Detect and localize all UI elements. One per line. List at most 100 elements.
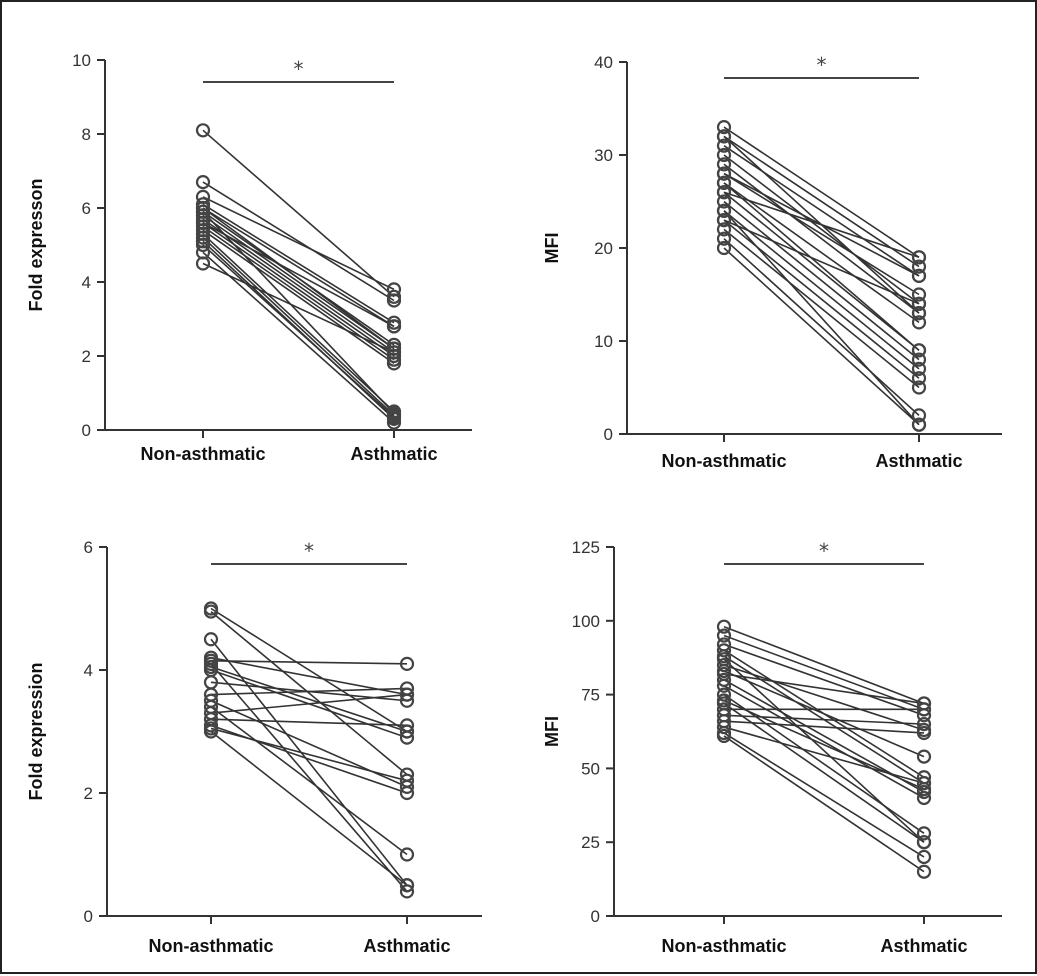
paired-line: [202, 211, 395, 414]
data-point-non-asthmatic: [195, 237, 211, 253]
data-point-asthmatic: [911, 380, 927, 395]
data-point-non-asthmatic: [195, 123, 211, 138]
paired-line: [723, 163, 920, 314]
paired-line: [723, 210, 920, 426]
data-point-asthmatic: [916, 776, 932, 791]
paired-line: [202, 229, 395, 365]
data-point-non-asthmatic: [195, 175, 211, 190]
data-point-asthmatic: [911, 250, 927, 265]
paired-line: [723, 191, 920, 259]
paired-line: [202, 207, 395, 328]
paired-line: [210, 693, 408, 714]
data-point-asthmatic: [399, 681, 415, 696]
y-tick-label: 6: [82, 199, 91, 218]
significance-star: *: [817, 53, 827, 77]
data-point-asthmatic: [911, 352, 927, 367]
paired-line: [723, 714, 925, 725]
paired-line: [723, 670, 925, 758]
paired-line: [210, 727, 408, 782]
paired-line: [723, 247, 920, 426]
data-point-non-asthmatic: [203, 721, 219, 736]
data-point-asthmatic: [916, 696, 932, 711]
data-point-asthmatic: [399, 724, 415, 739]
paired-line: [210, 656, 408, 696]
data-point-asthmatic: [911, 343, 927, 358]
paired-line: [723, 219, 920, 305]
data-point-non-asthmatic: [716, 129, 732, 144]
data-point-non-asthmatic: [716, 138, 732, 153]
paired-line: [723, 634, 925, 711]
data-point-asthmatic: [911, 306, 927, 321]
paired-line: [202, 214, 395, 350]
x-category-label: Non-asthmatic: [148, 936, 273, 956]
paired-line: [202, 203, 395, 324]
data-point-non-asthmatic: [716, 693, 732, 708]
y-tick-label: 6: [84, 538, 93, 557]
data-point-asthmatic: [399, 656, 415, 671]
paired-line: [723, 228, 920, 389]
data-point-asthmatic: [916, 749, 932, 764]
data-point-asthmatic: [399, 878, 415, 893]
data-point-non-asthmatic: [716, 719, 732, 735]
paired-line: [210, 638, 408, 886]
data-point-non-asthmatic: [716, 175, 732, 190]
data-point-non-asthmatic: [716, 185, 732, 200]
data-point-asthmatic: [916, 725, 932, 741]
y-tick-label: 2: [84, 784, 93, 803]
paired-line: [210, 607, 408, 733]
paired-line: [723, 135, 920, 268]
paired-line: [723, 625, 925, 705]
paired-line: [723, 664, 925, 731]
data-point-non-asthmatic: [716, 643, 732, 658]
data-point-non-asthmatic: [716, 672, 732, 687]
data-point-asthmatic: [399, 847, 415, 862]
y-axis-title: MFI: [542, 716, 562, 747]
data-point-non-asthmatic: [203, 659, 219, 675]
data-point-non-asthmatic: [716, 619, 732, 634]
y-tick-label: 8: [82, 125, 91, 144]
paired-line: [723, 210, 920, 370]
paired-line: [202, 222, 395, 328]
paired-line: [723, 735, 925, 873]
data-point-asthmatic: [911, 361, 927, 376]
data-point-asthmatic: [911, 287, 927, 302]
data-point-non-asthmatic: [716, 147, 732, 163]
y-tick-label: 25: [581, 833, 600, 852]
chart-panel-1: 0 2 4 6 8 10 Non-asthmatic Asthmatic Fold expres…: [26, 51, 472, 464]
data-point-asthmatic: [916, 835, 932, 850]
y-tick-label: 30: [594, 146, 613, 165]
paired-line: [723, 154, 920, 305]
y-axis-title: Fold expresson: [26, 178, 46, 311]
data-point-non-asthmatic: [716, 728, 732, 744]
data-point-asthmatic: [916, 826, 932, 841]
data-point-asthmatic: [916, 781, 932, 797]
paired-line: [202, 244, 395, 418]
paired-line: [723, 720, 925, 734]
paired-line: [723, 145, 920, 277]
paired-line: [210, 718, 408, 727]
chart-panel-2: 0 10 20 30 40 Non-asthmatic Asthmatic MFI *: [542, 53, 1002, 471]
data-point-asthmatic: [911, 268, 927, 283]
x-category-label: Non-asthmatic: [140, 444, 265, 464]
data-point-asthmatic: [399, 687, 415, 702]
y-tick-label: 0: [82, 421, 91, 440]
x-category-label: Non-asthmatic: [661, 451, 786, 471]
y-axis-title: Fold expression: [26, 662, 46, 800]
paired-line: [202, 196, 395, 291]
paired-line: [723, 238, 920, 416]
paired-line: [723, 172, 920, 296]
y-tick-label: 0: [604, 425, 613, 444]
data-point-asthmatic: [386, 406, 402, 421]
data-point-asthmatic: [911, 296, 927, 311]
data-point-non-asthmatic: [716, 657, 732, 673]
data-point-asthmatic: [386, 319, 402, 334]
y-tick-label: 50: [581, 759, 600, 778]
paired-line: [210, 659, 408, 665]
data-point-asthmatic: [911, 259, 927, 274]
paired-line: [202, 237, 395, 416]
y-tick-label: 75: [581, 686, 600, 705]
data-point-asthmatic: [399, 884, 415, 899]
paired-line: [723, 126, 920, 258]
significance-star: *: [819, 539, 829, 563]
data-point-non-asthmatic: [716, 240, 732, 256]
